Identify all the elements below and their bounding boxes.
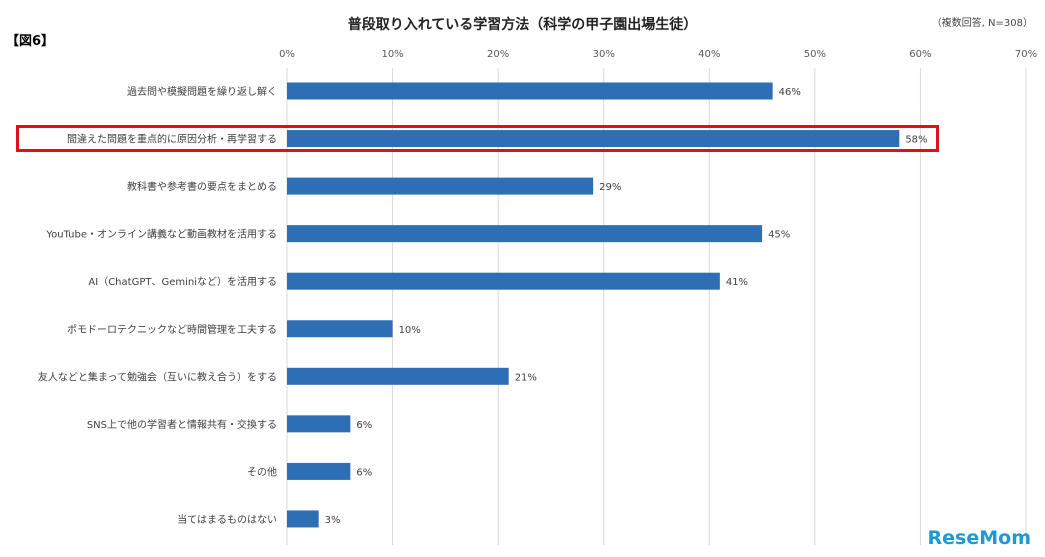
category-label: ポモドーロテクニックなど時間管理を工夫する: [67, 323, 277, 336]
category-label: SNS上で他の学習者と情報共有・交換する: [87, 418, 277, 431]
data-label: 10%: [399, 325, 421, 336]
data-label: 6%: [356, 467, 372, 478]
bar: [287, 272, 720, 290]
x-tick-label: 10%: [381, 49, 403, 60]
category-label: AI（ChatGPT、Geminiなど）を活用する: [88, 276, 277, 288]
data-label: 46%: [779, 87, 801, 98]
data-label: 45%: [768, 230, 790, 241]
category-label: 過去問や模擬問題を繰り返し解く: [127, 85, 277, 98]
category-label: YouTube・オンライン講義など動画教材を活用する: [45, 228, 277, 241]
bar: [287, 177, 594, 195]
sample-note: （複数回答, N=308）: [931, 18, 1033, 29]
data-label: 29%: [599, 182, 621, 193]
resemom-logo: ReseMom: [927, 527, 1031, 549]
x-tick-label: 0%: [279, 49, 295, 60]
data-label: 41%: [726, 277, 748, 288]
highlight-box: [16, 125, 939, 152]
bar: [287, 367, 509, 385]
x-tick-label: 60%: [909, 49, 931, 60]
data-label: 21%: [515, 372, 537, 383]
data-label: 3%: [325, 515, 341, 526]
bar: [287, 320, 393, 338]
bar: [287, 510, 319, 528]
x-tick-label: 70%: [1015, 49, 1037, 60]
x-tick-label: 40%: [698, 49, 720, 60]
category-label: 当てはまるものはない: [177, 513, 277, 526]
bar: [287, 130, 900, 148]
data-label: 6%: [356, 420, 372, 431]
data-label: 58%: [905, 135, 927, 146]
category-label: その他: [247, 465, 277, 478]
bar: [287, 415, 351, 433]
x-tick-label: 30%: [593, 49, 615, 60]
x-tick-label: 50%: [804, 49, 826, 60]
bar: [287, 462, 351, 480]
category-label: 教科書や参考書の要点をまとめる: [127, 180, 277, 193]
category-label: 友人などと集まって勉強会（互いに教え合う）をする: [38, 370, 277, 383]
bar: [287, 225, 763, 243]
chart-title: 普段取り入れている学習方法（科学の甲子園出場生徒）: [347, 17, 698, 33]
figure-label: 【図6】: [6, 34, 55, 49]
x-tick-label: 20%: [487, 49, 509, 60]
bar: [287, 82, 773, 100]
category-label: 間違えた問題を重点的に原因分析・再学習する: [67, 133, 277, 146]
